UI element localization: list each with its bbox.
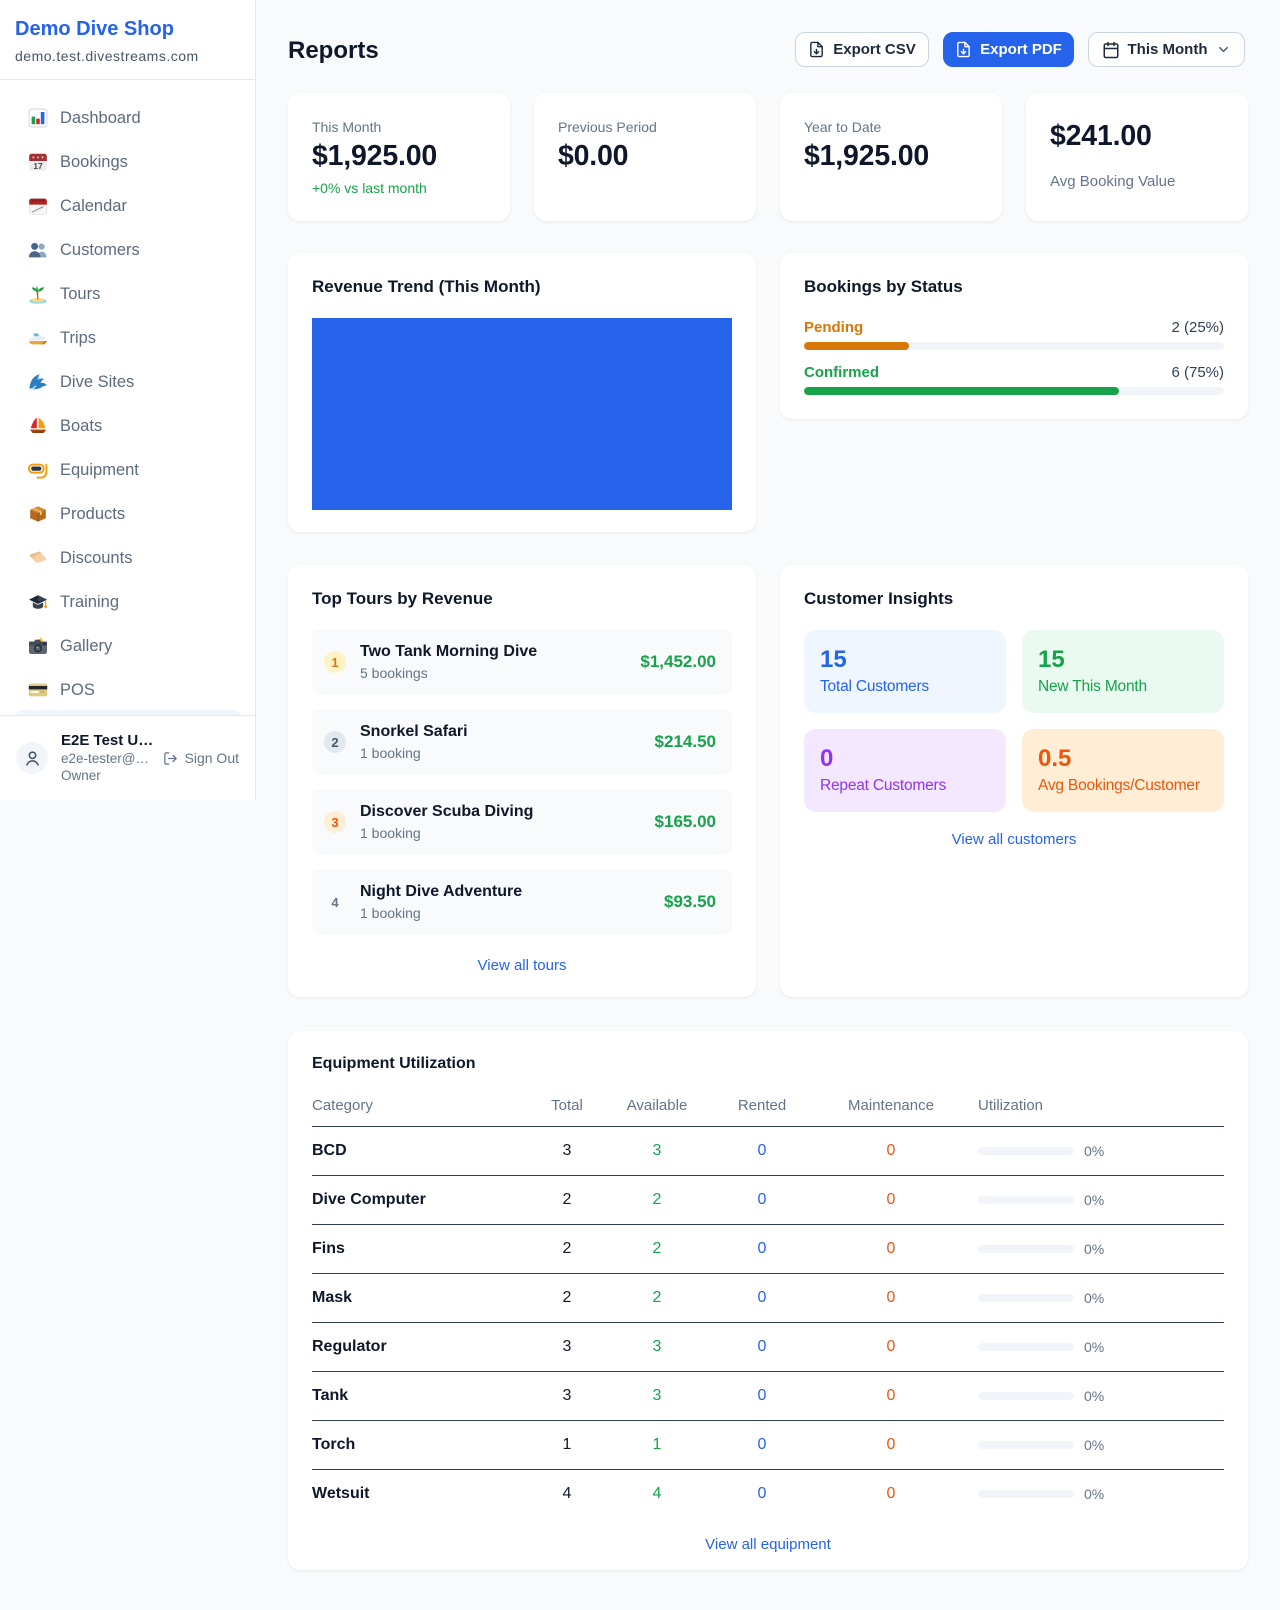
svg-text:17: 17 — [33, 161, 43, 171]
